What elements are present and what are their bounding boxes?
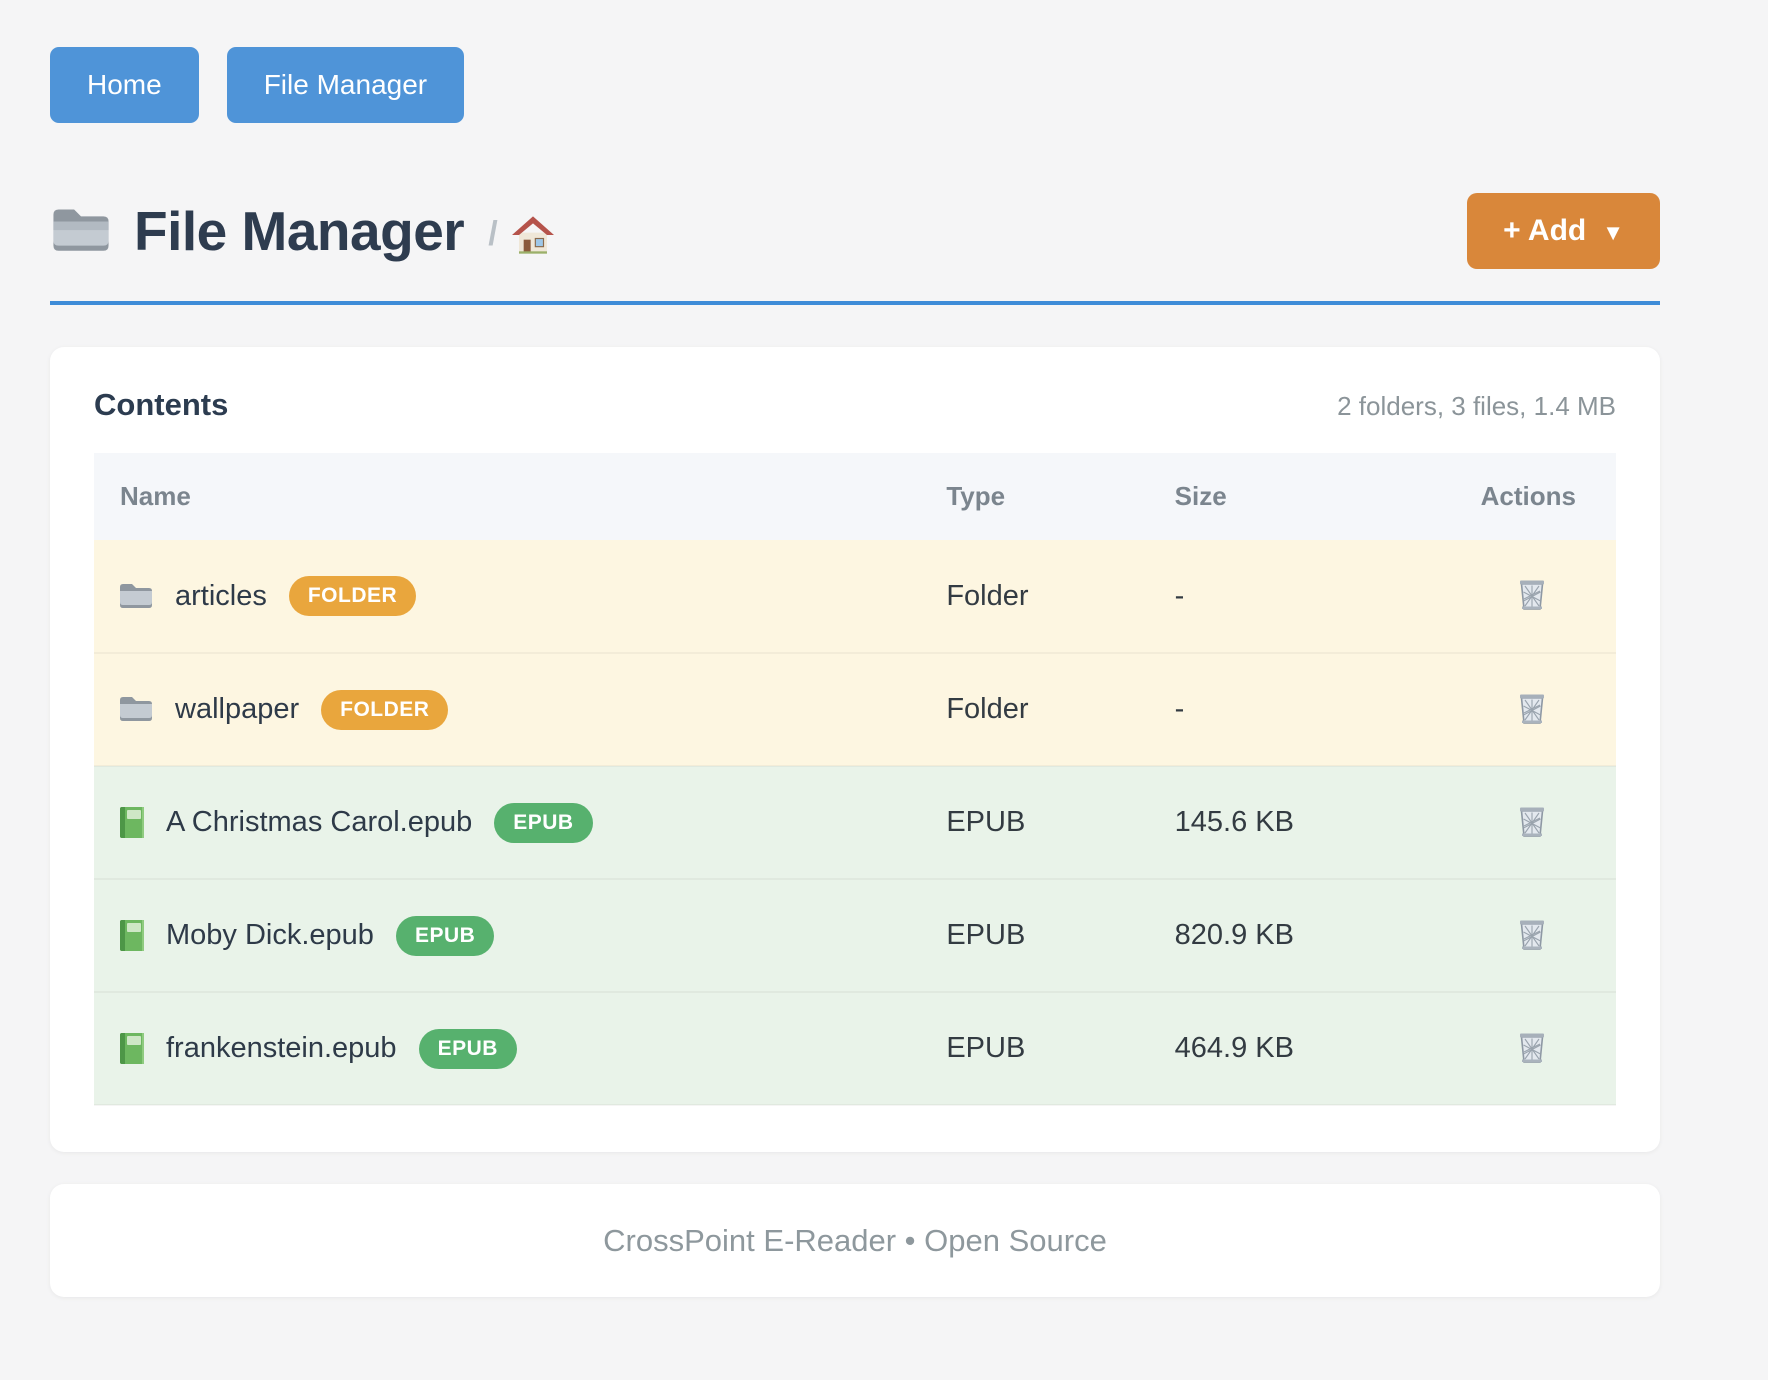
delete-button[interactable]: [1513, 913, 1551, 958]
delete-button[interactable]: [1513, 573, 1551, 618]
header-divider: [50, 301, 1660, 305]
home-icon[interactable]: [511, 215, 554, 255]
file-size: -: [1174, 693, 1185, 725]
delete-button[interactable]: [1513, 1026, 1551, 1071]
file-type: EPUB: [946, 919, 1026, 951]
nav-file-manager-button[interactable]: File Manager: [226, 47, 465, 123]
delete-button[interactable]: [1513, 687, 1551, 732]
column-header-actions: Actions: [1448, 453, 1616, 540]
footer-text: CrossPoint E-Reader • Open Source: [603, 1222, 1107, 1258]
table-row-christmas-carol[interactable]: A Christmas Carol.epub EPUB EPUB 145.6 K…: [94, 766, 1616, 879]
trash-icon: [1517, 1033, 1547, 1067]
table-row-articles[interactable]: articles FOLDER Folder -: [94, 540, 1616, 653]
footer: CrossPoint E-Reader • Open Source: [50, 1184, 1660, 1297]
trash-icon: [1517, 580, 1547, 614]
file-name[interactable]: A Christmas Carol.epub: [166, 806, 473, 838]
file-name[interactable]: frankenstein.epub: [166, 1032, 397, 1064]
file-name[interactable]: articles: [175, 579, 267, 612]
contents-card: Contents 2 folders, 3 files, 1.4 MB Name…: [50, 347, 1660, 1152]
file-type: Folder: [946, 693, 1029, 725]
book-icon: [118, 806, 145, 839]
trash-icon: [1517, 807, 1547, 841]
epub-badge: EPUB: [418, 1028, 517, 1069]
book-icon: [118, 919, 145, 952]
top-nav: Home File Manager: [50, 47, 1660, 123]
file-size: 145.6 KB: [1174, 806, 1294, 838]
title-wrap: File Manager /: [50, 199, 554, 263]
page-header: File Manager / + Add ▼: [50, 193, 1660, 269]
epub-badge: EPUB: [494, 802, 593, 843]
table-header: Name Type Size Actions: [94, 453, 1616, 540]
column-header-name: Name: [94, 453, 947, 540]
file-name[interactable]: Moby Dick.epub: [166, 919, 374, 951]
folder-icon: [50, 206, 112, 256]
add-button[interactable]: + Add ▼: [1467, 193, 1660, 269]
folder-badge: FOLDER: [288, 576, 417, 616]
files-table: Name Type Size Actions articles FOLDER: [94, 453, 1616, 1106]
table-row-frankenstein[interactable]: frankenstein.epub EPUB EPUB 464.9 KB: [94, 992, 1616, 1105]
epub-badge: EPUB: [395, 915, 495, 956]
table-row-moby-dick[interactable]: Moby Dick.epub EPUB EPUB 820.9 KB: [94, 879, 1616, 992]
folder-icon: [118, 582, 154, 611]
breadcrumb-separator: /: [488, 214, 498, 253]
trash-icon: [1517, 920, 1547, 954]
card-header: Contents 2 folders, 3 files, 1.4 MB: [94, 387, 1616, 423]
card-title: Contents: [94, 387, 229, 422]
file-type: Folder: [946, 579, 1029, 612]
file-name[interactable]: wallpaper: [175, 693, 300, 725]
file-size: 820.9 KB: [1174, 919, 1294, 951]
file-type: EPUB: [946, 806, 1026, 838]
add-button-label: + Add: [1503, 214, 1587, 247]
contents-summary: 2 folders, 3 files, 1.4 MB: [1337, 391, 1616, 421]
file-size: 464.9 KB: [1174, 1032, 1294, 1064]
page-title: File Manager: [134, 200, 465, 262]
folder-badge: FOLDER: [321, 689, 449, 730]
book-icon: [118, 1032, 145, 1065]
column-header-type: Type: [946, 453, 1175, 540]
column-header-size: Size: [1174, 453, 1449, 540]
nav-home-button[interactable]: Home: [50, 47, 199, 123]
page: Home File Manager File Manager /: [50, 47, 1660, 1297]
folder-icon: [118, 695, 154, 724]
table-row-wallpaper[interactable]: wallpaper FOLDER Folder -: [94, 653, 1616, 766]
delete-button[interactable]: [1513, 800, 1551, 845]
file-size: -: [1174, 579, 1185, 612]
trash-icon: [1517, 694, 1547, 728]
caret-down-icon: ▼: [1602, 219, 1624, 245]
file-type: EPUB: [946, 1032, 1026, 1064]
